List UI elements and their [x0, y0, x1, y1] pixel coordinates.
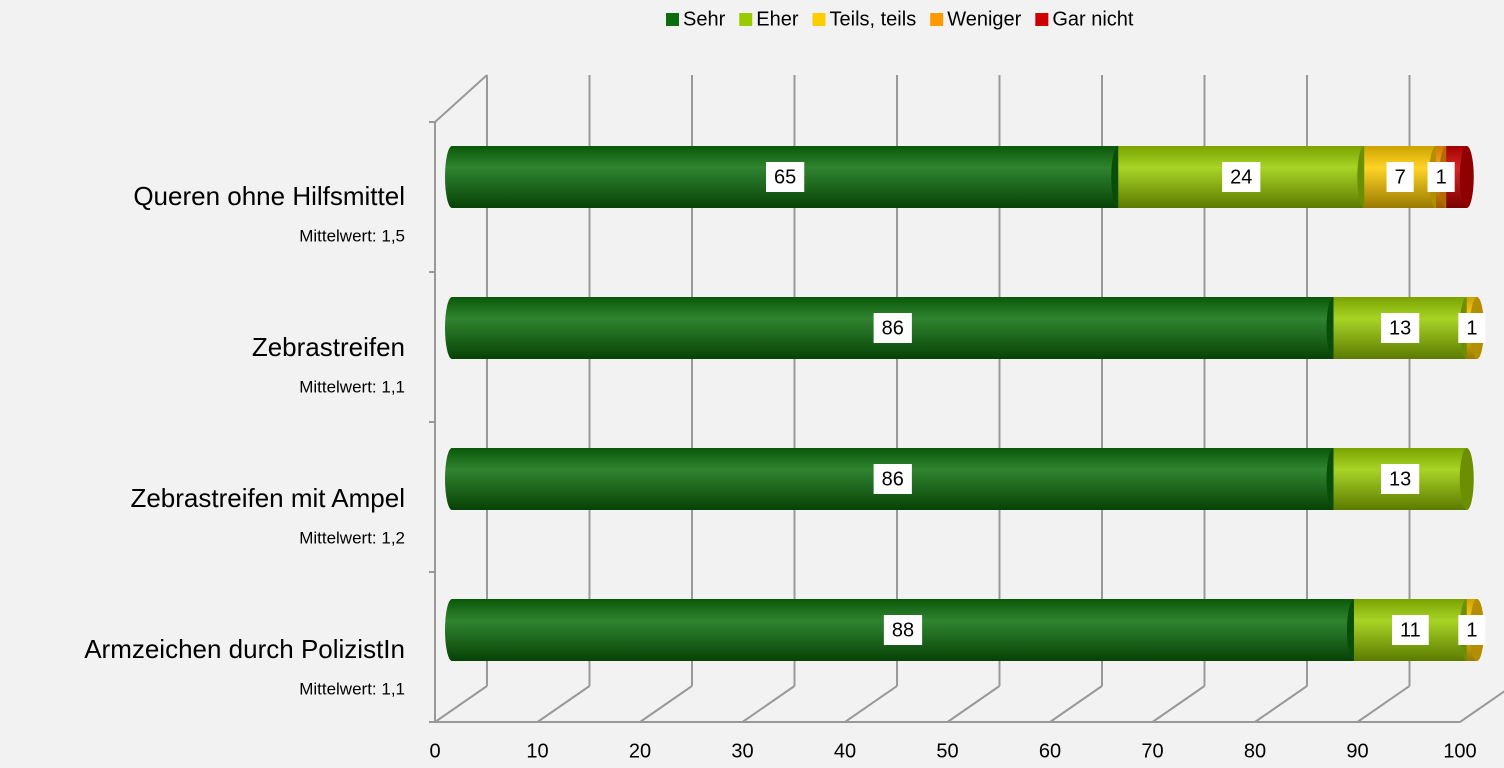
category-label: Queren ohne Hilfsmittel: [133, 181, 405, 211]
floor-line: [1254, 685, 1308, 723]
category-note: Mittelwert: 1,1: [299, 377, 405, 396]
legend-label: Teils, teils: [830, 8, 917, 30]
svg-text:1: 1: [1466, 317, 1477, 339]
svg-text:1: 1: [1436, 166, 1447, 188]
bar-segment: [1446, 146, 1474, 208]
floor-line: [1459, 690, 1504, 723]
floor-line: [946, 685, 1001, 723]
x-tick-label: 60: [1039, 740, 1061, 762]
floor-line: [1151, 685, 1206, 723]
x-tick-label: 90: [1346, 740, 1368, 762]
svg-text:88: 88: [892, 619, 914, 641]
category-label: Armzeichen durch PolizistIn: [84, 634, 405, 664]
legend-swatch: [930, 13, 944, 26]
category-note: Mittelwert: 1,5: [299, 226, 405, 245]
data-label: 1: [1458, 313, 1486, 343]
legend-swatch: [812, 13, 826, 26]
x-tick-label: 100: [1443, 740, 1476, 762]
x-tick-label: 30: [731, 740, 753, 762]
legend-label: Eher: [756, 8, 799, 30]
data-label: 13: [1381, 464, 1420, 494]
floor-line: [1356, 685, 1411, 723]
data-label: 1: [1458, 615, 1486, 645]
svg-text:86: 86: [882, 317, 904, 339]
data-label: 88: [883, 615, 923, 645]
legend-label: Sehr: [683, 8, 726, 30]
floor-line: [536, 685, 591, 723]
x-tick-label: 80: [1244, 740, 1266, 762]
svg-text:86: 86: [882, 468, 904, 490]
data-label: 1: [1427, 162, 1455, 192]
svg-text:24: 24: [1230, 166, 1252, 188]
legend-swatch: [1035, 13, 1049, 26]
svg-text:13: 13: [1389, 317, 1411, 339]
floor-line: [639, 685, 693, 723]
x-tick-label: 10: [526, 740, 548, 762]
floor-line: [741, 685, 796, 723]
wall-edge: [434, 74, 488, 123]
category-label: Zebrastreifen: [252, 332, 405, 362]
category-label: Zebrastreifen mit Ampel: [130, 483, 405, 513]
svg-text:13: 13: [1389, 468, 1411, 490]
x-tick-label: 50: [936, 740, 958, 762]
data-label: 24: [1222, 162, 1261, 192]
legend: Sehr Eher Teils, teils Weniger Gar nicht: [666, 8, 1134, 30]
data-label: 13: [1381, 313, 1420, 343]
x-tick-label: 40: [834, 740, 856, 762]
data-label: 11: [1391, 615, 1429, 645]
legend-label: Weniger: [947, 8, 1021, 30]
svg-text:11: 11: [1400, 619, 1421, 641]
x-tick-label: 20: [629, 740, 651, 762]
legend-swatch: [739, 13, 753, 26]
data-label: 65: [766, 162, 805, 192]
data-label: 7: [1386, 162, 1414, 192]
legend-swatch: [666, 13, 679, 26]
floor-line: [1049, 685, 1103, 723]
floor-line: [844, 685, 898, 723]
x-tick-label: 0: [429, 740, 440, 762]
bar-segment: [445, 297, 1341, 359]
x-tick-label: 70: [1141, 740, 1163, 762]
floor-line: [434, 685, 488, 723]
data-label: 86: [873, 464, 912, 494]
data-label: 86: [873, 313, 912, 343]
svg-text:1: 1: [1466, 619, 1477, 641]
legend-label: Gar nicht: [1052, 8, 1134, 30]
svg-text:65: 65: [774, 166, 796, 188]
category-note: Mittelwert: 1,2: [299, 528, 405, 547]
category-note: Mittelwert: 1,1: [299, 679, 405, 698]
svg-text:7: 7: [1395, 166, 1406, 188]
